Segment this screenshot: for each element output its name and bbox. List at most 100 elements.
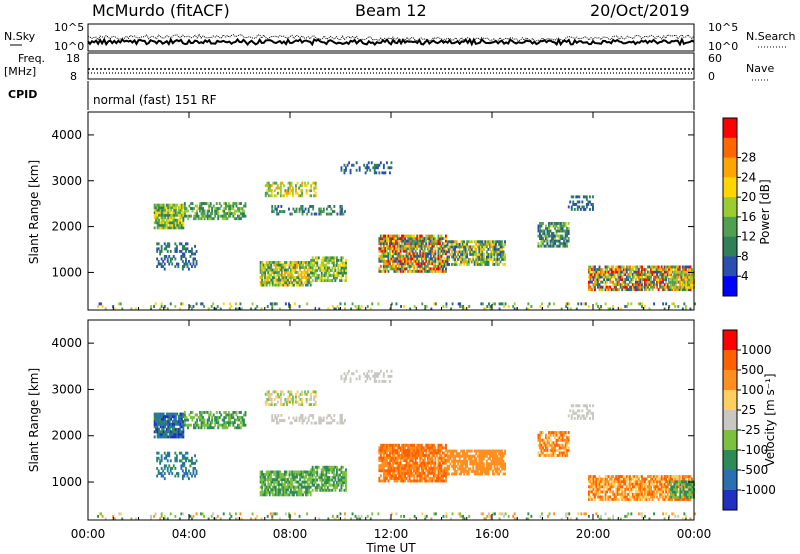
velocity-cell	[378, 451, 381, 455]
power-cell	[188, 260, 190, 263]
velocity-cell	[165, 427, 168, 431]
power-cell	[405, 267, 408, 271]
velocity-cell	[259, 470, 262, 474]
velocity-cell	[156, 451, 159, 455]
velocity-cell	[328, 481, 331, 484]
power-cell	[271, 207, 274, 211]
power-cell	[594, 283, 596, 287]
power-cell	[158, 206, 161, 210]
power-cell	[563, 242, 566, 246]
power-cell	[319, 212, 322, 216]
power-cell	[217, 207, 220, 210]
velocity-cell	[291, 475, 294, 479]
power-cell	[308, 261, 311, 264]
velocity-cell	[156, 427, 159, 431]
power-cell	[156, 216, 159, 220]
velocity-cell	[185, 451, 187, 455]
power-cell	[625, 288, 628, 292]
velocity-cell	[389, 466, 391, 470]
velocity-cell	[448, 464, 450, 468]
power-cell	[158, 213, 161, 217]
velocity-cell	[382, 469, 385, 473]
velocity-cell	[306, 473, 309, 476]
velocity-cell	[180, 417, 183, 421]
velocity-cell	[393, 451, 396, 455]
power-cell	[342, 261, 344, 265]
power-cell	[320, 269, 323, 272]
power-cell	[381, 171, 384, 175]
power-cell	[240, 202, 242, 205]
power-cell	[269, 189, 272, 193]
velocity-cell	[381, 451, 384, 455]
power-cell	[683, 283, 686, 287]
power-cell	[414, 269, 417, 273]
power-cell	[294, 278, 297, 282]
velocity-cell	[399, 461, 402, 465]
power-cell	[557, 234, 559, 238]
velocity-cell	[288, 490, 291, 494]
power-cell	[366, 168, 369, 172]
velocity-cell	[387, 479, 390, 483]
velocity-cell	[155, 420, 158, 424]
velocity-cell	[294, 490, 297, 494]
power-cell	[595, 278, 598, 281]
power-cell	[301, 184, 303, 188]
power-cell	[396, 237, 399, 240]
velocity-cell	[305, 493, 307, 497]
velocity-cell	[274, 416, 277, 420]
power-cell	[434, 254, 437, 258]
velocity-cell	[162, 469, 165, 473]
velocity-cell	[232, 411, 235, 414]
power-cell	[589, 288, 592, 292]
power-cell	[396, 244, 399, 248]
velocity-cell	[326, 481, 329, 484]
velocity-cell	[203, 418, 206, 422]
velocity-cell	[484, 472, 487, 476]
velocity-cell	[159, 412, 162, 416]
velocity-cell	[392, 446, 394, 450]
velocity-cell	[300, 488, 303, 492]
velocity-cell	[274, 488, 277, 492]
velocity-cell	[336, 470, 338, 474]
power-cell	[609, 285, 612, 289]
power-cell	[396, 269, 399, 273]
power-cell	[265, 276, 268, 279]
velocity-cell	[273, 403, 276, 406]
power-cell	[171, 257, 174, 261]
velocity-cell	[472, 464, 475, 468]
power-cell	[185, 209, 188, 213]
power-cell	[364, 171, 367, 175]
power-cell	[158, 203, 161, 207]
power-cell	[440, 247, 443, 251]
power-cell	[156, 221, 159, 225]
power-cell	[555, 239, 558, 243]
power-cell	[278, 210, 281, 213]
velocity-cell	[429, 448, 432, 452]
power-cell	[379, 234, 382, 238]
velocity-cell	[382, 476, 385, 480]
power-cell	[303, 271, 306, 274]
power-cell	[259, 266, 262, 269]
velocity-cell	[379, 464, 382, 468]
power-cell	[496, 263, 499, 266]
power-cell	[232, 212, 235, 215]
velocity-cell	[287, 480, 289, 484]
power-cell	[189, 255, 192, 258]
power-cell	[479, 250, 482, 254]
power-cell	[423, 252, 426, 256]
power-cell	[311, 256, 314, 260]
power-cell	[306, 261, 309, 264]
velocity-cell	[373, 377, 376, 381]
power-cell	[331, 266, 334, 270]
velocity-cell	[290, 392, 293, 396]
power-cell	[494, 302, 496, 306]
power-cell	[414, 247, 417, 251]
velocity-cell	[495, 467, 497, 471]
velocity-cell	[316, 468, 319, 472]
power-cell	[440, 267, 443, 271]
velocity-cell	[277, 490, 280, 494]
velocity-cell	[420, 451, 423, 455]
velocity-cell	[484, 452, 487, 456]
power-cell	[293, 268, 295, 272]
velocity-cell	[209, 421, 212, 425]
